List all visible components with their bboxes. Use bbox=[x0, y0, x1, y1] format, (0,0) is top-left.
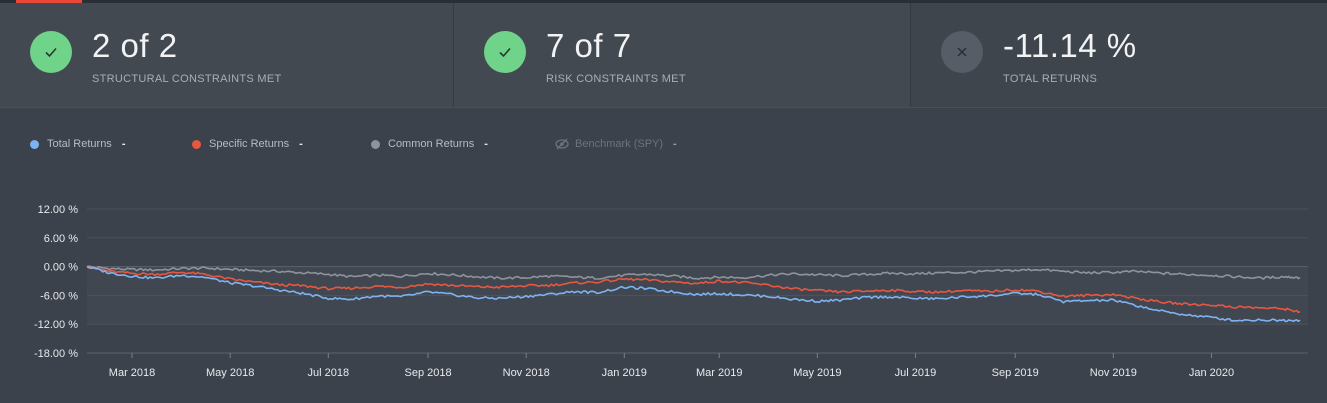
x-tick-label: May 2019 bbox=[793, 367, 841, 379]
active-tab-indicator bbox=[16, 0, 82, 3]
legend-value: - bbox=[673, 138, 677, 150]
x-tick-label: Jan 2020 bbox=[1189, 367, 1234, 379]
x-tick-label: Sep 2019 bbox=[992, 367, 1039, 379]
top-bar bbox=[0, 0, 1327, 3]
y-tick-label: -6.00 % bbox=[40, 290, 78, 302]
structural-constraints-card[interactable]: 2 of 2 STRUCTURAL CONSTRAINTS MET bbox=[0, 3, 454, 107]
legend-label: Common Returns bbox=[388, 138, 475, 150]
structural-constraints-value: 2 of 2 bbox=[92, 27, 178, 64]
legend-dot-icon bbox=[371, 139, 380, 149]
risk-constraints-label: RISK CONSTRAINTS MET bbox=[546, 73, 686, 85]
check-icon bbox=[484, 31, 526, 73]
summary-cards: 2 of 2 STRUCTURAL CONSTRAINTS MET 7 of 7… bbox=[0, 3, 1327, 108]
legend-label: Total Returns bbox=[47, 138, 112, 150]
eye-off-icon bbox=[555, 138, 569, 150]
series-line-common-returns[interactable] bbox=[86, 265, 1301, 280]
legend-item-total-returns[interactable]: Total Returns - bbox=[30, 138, 125, 150]
chart-legend: Total Returns - Specific Returns - Commo… bbox=[30, 138, 1310, 154]
x-tick-label: Nov 2019 bbox=[1090, 367, 1137, 379]
x-tick-label: Mar 2019 bbox=[696, 367, 742, 379]
legend-item-specific-returns[interactable]: Specific Returns - bbox=[192, 138, 303, 150]
legend-item-common-returns[interactable]: Common Returns - bbox=[371, 138, 488, 150]
x-tick-label: Jan 2019 bbox=[602, 367, 647, 379]
total-returns-card[interactable]: -11.14 % TOTAL RETURNS bbox=[911, 3, 1327, 107]
series-line-total-returns[interactable] bbox=[86, 265, 1301, 323]
y-tick-label: -18.00 % bbox=[34, 348, 78, 360]
x-tick-label: Jul 2018 bbox=[308, 367, 350, 379]
x-tick-label: Sep 2018 bbox=[404, 367, 451, 379]
legend-value: - bbox=[484, 138, 488, 150]
y-tick-label: 0.00 % bbox=[44, 262, 78, 274]
x-tick-label: Mar 2018 bbox=[109, 367, 155, 379]
y-tick-label: -12.00 % bbox=[34, 319, 78, 331]
legend-dot-icon bbox=[30, 139, 39, 149]
risk-constraints-card[interactable]: 7 of 7 RISK CONSTRAINTS MET bbox=[454, 3, 911, 107]
legend-dot-icon bbox=[192, 139, 201, 149]
y-tick-label: 6.00 % bbox=[44, 233, 78, 245]
legend-label: Benchmark (SPY) bbox=[575, 138, 664, 150]
legend-value: - bbox=[121, 138, 126, 150]
legend-label: Specific Returns bbox=[209, 138, 290, 150]
legend-value: - bbox=[299, 138, 303, 150]
legend-item-benchmark[interactable]: Benchmark (SPY) - bbox=[555, 138, 677, 150]
x-tick-label: May 2018 bbox=[206, 367, 254, 379]
x-tick-label: Jul 2019 bbox=[895, 367, 937, 379]
risk-constraints-value: 7 of 7 bbox=[546, 27, 632, 64]
y-tick-label: 12.00 % bbox=[38, 204, 79, 216]
total-returns-label: TOTAL RETURNS bbox=[1003, 73, 1098, 85]
close-icon bbox=[941, 31, 983, 73]
check-icon bbox=[30, 31, 72, 73]
series-line-specific-returns[interactable] bbox=[86, 265, 1301, 314]
total-returns-value: -11.14 % bbox=[1003, 27, 1137, 64]
returns-chart[interactable]: 12.00 % 6.00 % 0.00 % -6.00 % -12.00 % -18.00… bbox=[0, 190, 1327, 403]
structural-constraints-label: STRUCTURAL CONSTRAINTS MET bbox=[92, 73, 282, 85]
x-tick-label: Nov 2018 bbox=[503, 367, 550, 379]
